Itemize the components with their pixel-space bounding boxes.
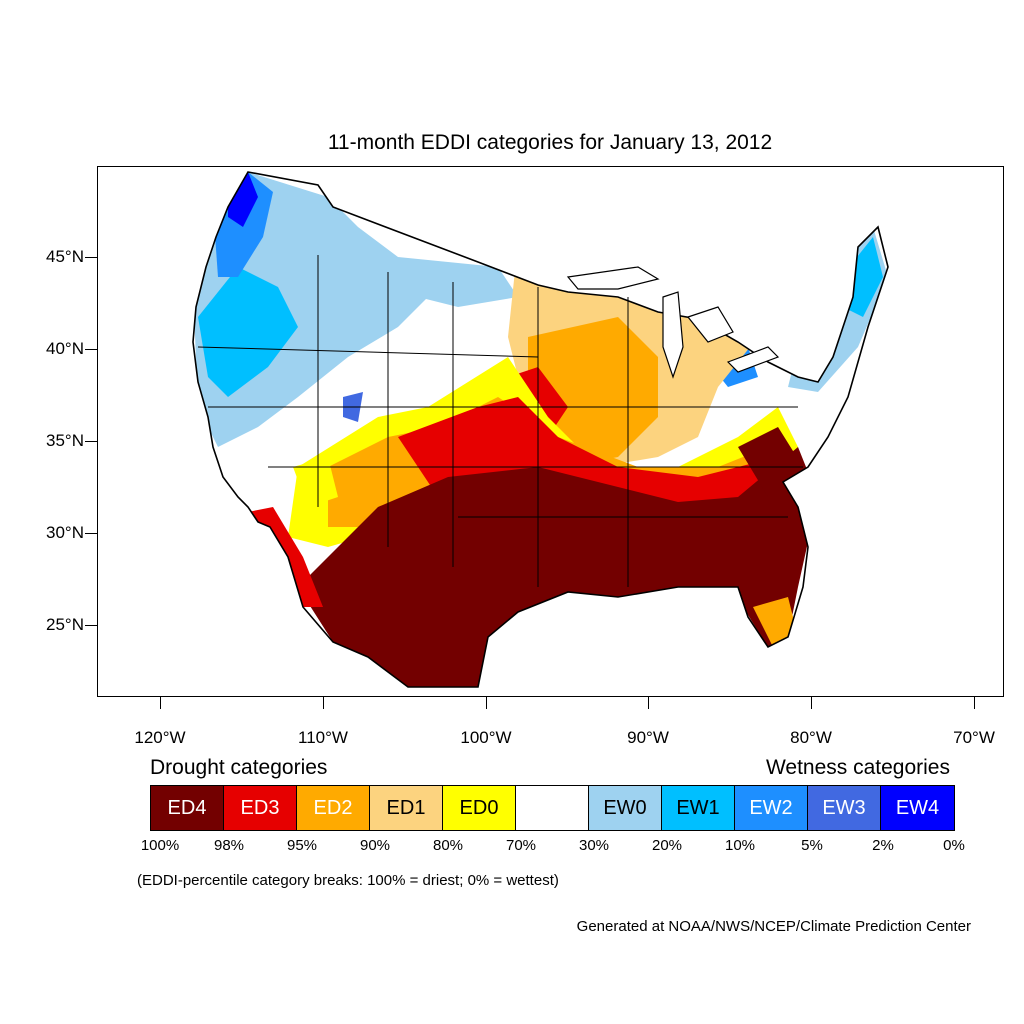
longitude-tick bbox=[648, 697, 649, 709]
longitude-label: 70°W bbox=[953, 728, 995, 747]
wetness-categories-heading: Wetness categories bbox=[765, 756, 950, 779]
longitude-label: 90°W bbox=[627, 728, 669, 747]
percentile-label: 90% bbox=[359, 837, 391, 854]
legend-cell-ew4: EW4 bbox=[881, 786, 954, 830]
longitude-label: 120°W bbox=[134, 728, 186, 747]
longitude-tick bbox=[323, 697, 324, 709]
longitude-label: 110°W bbox=[298, 728, 348, 747]
latitude-label: 45°N bbox=[46, 247, 84, 266]
legend-cell-ed0: ED0 bbox=[443, 786, 516, 830]
longitude-label: 80°W bbox=[790, 728, 832, 747]
longitude-tick bbox=[811, 697, 812, 709]
eddi-color-field bbox=[193, 172, 888, 687]
percentile-label: 2% bbox=[872, 837, 894, 854]
latitude-tick bbox=[85, 441, 97, 442]
legend-cell-neutral bbox=[516, 786, 589, 830]
legend-cell-ed4: ED4 bbox=[151, 786, 224, 830]
legend-cell-ew1: EW1 bbox=[662, 786, 735, 830]
latitude-tick bbox=[85, 533, 97, 534]
percentile-label: 20% bbox=[651, 837, 683, 854]
percentile-label: 98% bbox=[213, 837, 245, 854]
latitude-tick bbox=[85, 625, 97, 626]
legend-cell-ew3: EW3 bbox=[808, 786, 881, 830]
coastline bbox=[192, 171, 889, 688]
percentile-label: 70% bbox=[505, 837, 537, 854]
longitude-tick bbox=[486, 697, 487, 709]
legend-cell-ed3: ED3 bbox=[224, 786, 297, 830]
percentile-label: 95% bbox=[286, 837, 318, 854]
latitude-label: 35°N bbox=[46, 431, 84, 450]
map-title: 11-month EDDI categories for January 13,… bbox=[327, 131, 773, 154]
category-breaks-note: (EDDI-percentile category breaks: 100% =… bbox=[137, 872, 559, 889]
great-lakes bbox=[566, 266, 780, 379]
latitude-tick bbox=[85, 257, 97, 258]
longitude-tick bbox=[974, 697, 975, 709]
state-boundaries bbox=[197, 255, 803, 587]
longitude-label: 100°W bbox=[460, 728, 512, 747]
percentile-label: 30% bbox=[578, 837, 610, 854]
percentile-label: 100% bbox=[140, 837, 180, 854]
percentile-label: 80% bbox=[432, 837, 464, 854]
latitude-label: 25°N bbox=[46, 615, 84, 634]
credit-line: Generated at NOAA/NWS/NCEP/Climate Predi… bbox=[576, 918, 971, 935]
legend-cell-ed2: ED2 bbox=[297, 786, 370, 830]
legend-cell-ew2: EW2 bbox=[735, 786, 808, 830]
map-panel bbox=[97, 166, 1004, 697]
longitude-tick bbox=[160, 697, 161, 709]
latitude-tick bbox=[85, 349, 97, 350]
percentile-label: 10% bbox=[724, 837, 756, 854]
latitude-label: 30°N bbox=[46, 523, 84, 542]
percentile-label: 5% bbox=[801, 837, 823, 854]
category-legend: ED4 ED3 ED2 ED1 ED0 EW0 EW1 EW2 EW3 EW4 bbox=[150, 785, 955, 831]
legend-cell-ed1: ED1 bbox=[370, 786, 443, 830]
drought-categories-heading: Drought categories bbox=[150, 756, 328, 779]
latitude-label: 40°N bbox=[46, 339, 84, 358]
percentile-label: 0% bbox=[943, 837, 965, 854]
eddi-map bbox=[192, 171, 889, 688]
legend-cell-ew0: EW0 bbox=[589, 786, 662, 830]
